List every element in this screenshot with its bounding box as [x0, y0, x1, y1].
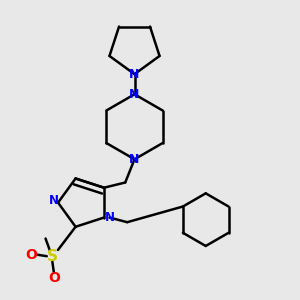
Text: N: N	[104, 211, 115, 224]
Text: N: N	[129, 88, 140, 101]
Text: N: N	[48, 194, 59, 207]
Text: S: S	[47, 249, 58, 264]
Text: N: N	[129, 68, 140, 81]
Text: N: N	[129, 153, 140, 166]
Text: O: O	[48, 272, 60, 286]
Text: O: O	[26, 248, 37, 262]
